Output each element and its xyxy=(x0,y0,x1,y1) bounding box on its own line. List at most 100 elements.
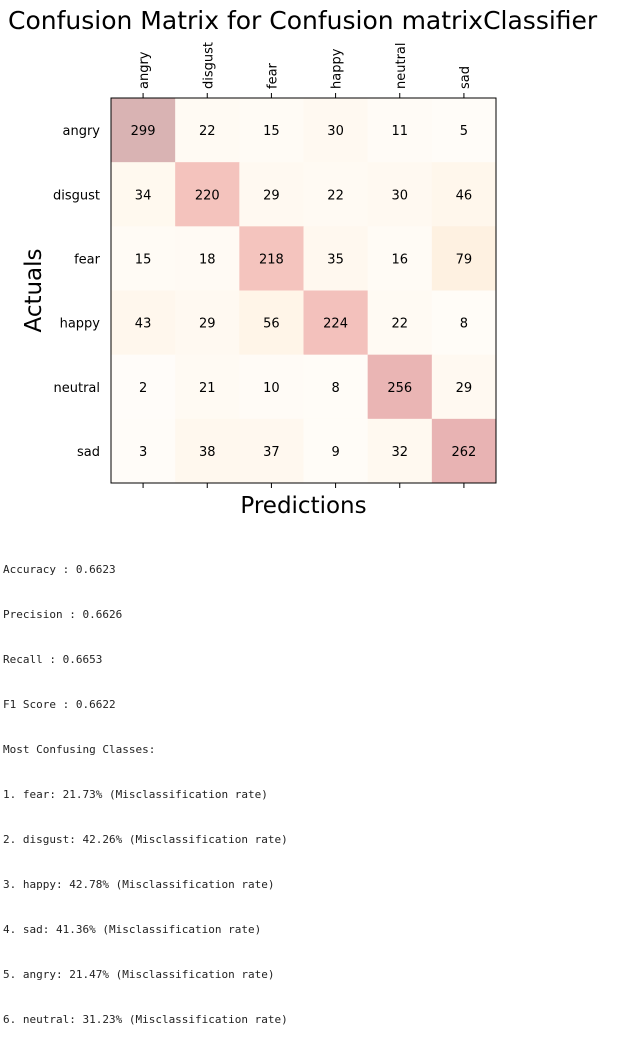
confusing-class-item: 2. disgust: 42.26% (Misclassification ra… xyxy=(3,833,288,846)
heatmap-cell xyxy=(367,226,433,291)
heatmap-cell xyxy=(431,418,497,484)
heatmap-cell xyxy=(111,418,176,484)
heatmap-cell xyxy=(431,290,497,356)
x-tick-label: angry xyxy=(137,51,152,89)
heatmap-cell xyxy=(367,354,433,420)
heatmap-cell xyxy=(431,354,497,420)
cell-value-label: 22 xyxy=(327,188,344,203)
heatmap-cell xyxy=(111,354,176,420)
heatmap-cell xyxy=(175,98,240,163)
cell-value-label: 220 xyxy=(195,188,220,203)
heatmap-cell xyxy=(175,354,240,420)
cell-value-label: 30 xyxy=(391,188,408,203)
cell-value-label: 2 xyxy=(139,381,147,396)
y-axis-ticks: angry disgust fear happy neutral sad xyxy=(53,124,101,460)
recall-text: Recall : 0.6653 xyxy=(3,653,103,666)
x-tick-label: sad xyxy=(458,66,473,89)
confusing-class-item: 6. neutral: 31.23% (Misclassification ra… xyxy=(3,1013,288,1026)
heatmap-cell xyxy=(111,162,176,227)
heatmap-cell xyxy=(239,290,304,356)
heatmap-cell xyxy=(239,162,304,227)
cell-value-label: 22 xyxy=(199,124,216,139)
heatmap-cell xyxy=(111,290,176,356)
cell-value-label: 8 xyxy=(460,317,468,332)
confusing-class-item: 5. angry: 21.47% (Misclassification rate… xyxy=(3,968,275,981)
confusing-class-item: 4. sad: 41.36% (Misclassification rate) xyxy=(3,923,262,936)
cell-value-label: 224 xyxy=(323,317,348,332)
cell-value-label: 22 xyxy=(391,317,408,332)
heatmap-cell xyxy=(303,354,369,420)
cell-value-label: 10 xyxy=(263,381,280,396)
y-tick-label: fear xyxy=(74,252,101,267)
x-tick-label: disgust xyxy=(201,42,216,89)
heatmap-cell xyxy=(175,162,240,227)
x-tick-label: fear xyxy=(265,62,280,89)
cell-value-label: 21 xyxy=(199,381,216,396)
heatmap-cells xyxy=(111,98,497,484)
heatmap-cell xyxy=(175,418,240,484)
cell-value-label: 8 xyxy=(331,381,339,396)
y-tick-label: neutral xyxy=(54,381,101,396)
chart-title: Confusion Matrix for Confusion matrixCla… xyxy=(8,6,598,35)
confusing-class-item: 1. fear: 21.73% (Misclassification rate) xyxy=(3,788,268,801)
cell-value-label: 29 xyxy=(199,317,216,332)
x-tick-label: happy xyxy=(330,48,345,89)
cell-value-label: 299 xyxy=(131,124,156,139)
heatmap-cell xyxy=(303,418,369,484)
cell-value-label: 18 xyxy=(199,252,216,267)
heatmap-cell xyxy=(431,98,497,163)
heatmap-cell xyxy=(303,162,369,227)
heatmap-cell xyxy=(239,98,304,163)
cell-value-label: 37 xyxy=(263,445,280,460)
cell-value-label: 16 xyxy=(391,252,408,267)
heatmap-cell xyxy=(367,290,433,356)
heatmap-cell xyxy=(303,226,369,291)
y-axis-label: Actuals xyxy=(21,248,47,332)
cell-value-label: 79 xyxy=(456,252,473,267)
cell-value-label: 29 xyxy=(263,188,280,203)
x-axis-ticks: angry disgust fear happy neutral sad xyxy=(137,42,473,488)
heatmap-cell xyxy=(239,226,304,291)
cell-value-label: 34 xyxy=(135,188,152,203)
heatmap-cell xyxy=(367,98,433,163)
cell-value-label: 15 xyxy=(135,252,152,267)
heatmap-cell xyxy=(111,226,176,291)
heatmap-cell xyxy=(175,290,240,356)
cell-value-label: 29 xyxy=(456,381,473,396)
x-axis-label: Predictions xyxy=(240,493,366,519)
cell-value-label: 5 xyxy=(460,124,468,139)
precision-text: Precision : 0.6626 xyxy=(3,608,123,621)
y-tick-label: sad xyxy=(77,445,100,460)
heatmap-cell xyxy=(367,162,433,227)
heatmap-cell xyxy=(239,418,304,484)
f1-score-text: F1 Score : 0.6622 xyxy=(3,698,116,711)
cell-value-label: 35 xyxy=(327,252,344,267)
cell-value-label: 3 xyxy=(139,445,147,460)
x-tick-label: neutral xyxy=(394,43,409,90)
cell-value-label: 11 xyxy=(391,124,408,139)
heatmap-cell xyxy=(303,290,369,356)
cell-value-label: 15 xyxy=(263,124,280,139)
cell-value-label: 256 xyxy=(387,381,412,396)
heatmap-cell xyxy=(431,162,497,227)
heatmap-cell xyxy=(303,98,369,163)
y-tick-label: angry xyxy=(63,124,101,139)
cell-value-label: 30 xyxy=(327,124,344,139)
cell-value-label: 262 xyxy=(452,445,477,460)
cell-value-label: 56 xyxy=(263,317,280,332)
y-tick-label: happy xyxy=(60,317,101,332)
cell-value-label: 38 xyxy=(199,445,216,460)
heatmap-cell xyxy=(431,226,497,291)
heatmap-cell xyxy=(175,226,240,291)
accuracy-text: Accuracy : 0.6623 xyxy=(3,563,116,576)
confusing-classes-header: Most Confusing Classes: xyxy=(3,743,156,756)
metrics-panel: Accuracy : 0.6623 Precision : 0.6626 Rec… xyxy=(3,532,288,1042)
heatmap-cell xyxy=(239,354,304,420)
y-tick-label: disgust xyxy=(53,188,100,203)
cell-value-label: 46 xyxy=(456,188,473,203)
cell-value-label: 9 xyxy=(331,445,339,460)
cell-value-label: 218 xyxy=(259,252,284,267)
cell-value-label: 32 xyxy=(391,445,408,460)
